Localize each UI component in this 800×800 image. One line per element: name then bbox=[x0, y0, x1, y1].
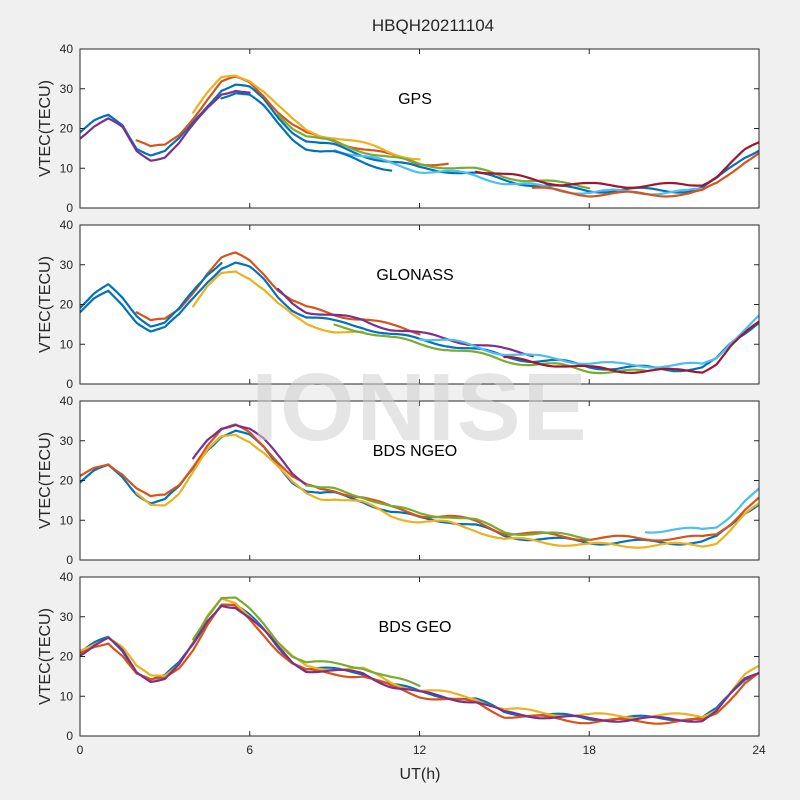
y-tick-label: 20 bbox=[60, 474, 74, 488]
series-line-2 bbox=[135, 251, 421, 336]
series-group bbox=[80, 74, 759, 198]
x-tick-label: 12 bbox=[413, 743, 427, 757]
y-tick-label: 0 bbox=[66, 729, 73, 743]
series-line-5 bbox=[192, 596, 421, 687]
y-tick-label: 30 bbox=[60, 258, 74, 272]
panels: 0 10 20 30 40 VTEC(TECU) GPS 0 10 20 30 40 VTEC(TECU… bbox=[37, 42, 766, 757]
panel-2: 0 10 20 30 40 VTEC(TECU) GLONASS bbox=[37, 218, 760, 391]
series-line-3 bbox=[192, 74, 421, 161]
x-tick-label: 24 bbox=[752, 743, 766, 757]
series-line-4 bbox=[276, 287, 534, 358]
y-axis-label: VTEC(TECU) bbox=[37, 256, 54, 353]
series-line-5 bbox=[305, 484, 591, 541]
y-tick-label: 20 bbox=[60, 122, 74, 136]
y-axis-label: VTEC(TECU) bbox=[37, 432, 54, 529]
y-tick-label: 40 bbox=[60, 570, 74, 584]
y-tick-label: 20 bbox=[60, 298, 74, 312]
y-tick-label: 30 bbox=[60, 82, 74, 96]
x-tick-label: 6 bbox=[246, 743, 253, 757]
panel-1: 0 10 20 30 40 VTEC(TECU) GPS bbox=[37, 42, 760, 215]
series-line-9 bbox=[531, 152, 759, 198]
series-line-2 bbox=[80, 603, 759, 725]
series-line-2 bbox=[80, 423, 759, 542]
plot-area bbox=[80, 401, 759, 560]
y-tick-label: 40 bbox=[60, 394, 74, 408]
x-tick-label: 0 bbox=[77, 743, 84, 757]
series-line-1 bbox=[80, 83, 759, 194]
y-axis-label: VTEC(TECU) bbox=[37, 608, 54, 705]
y-tick-label: 10 bbox=[60, 513, 74, 527]
y-tick-label: 30 bbox=[60, 610, 74, 624]
panel-3: 0 10 20 30 40 VTEC(TECU) BDS NGEO bbox=[37, 394, 760, 567]
y-tick-label: 40 bbox=[60, 218, 74, 232]
series-line-4 bbox=[80, 604, 759, 723]
panel-label: BDS GEO bbox=[379, 619, 452, 636]
y-tick-label: 10 bbox=[60, 337, 74, 351]
series-group bbox=[80, 251, 759, 375]
series-line-3 bbox=[192, 270, 364, 334]
plot-area bbox=[80, 49, 759, 208]
panel-label: BDS NGEO bbox=[373, 443, 457, 460]
series-line-8 bbox=[220, 92, 393, 172]
panel-label: GPS bbox=[398, 91, 432, 108]
y-tick-label: 20 bbox=[60, 650, 74, 664]
series-line-7 bbox=[475, 141, 759, 189]
series-line-4 bbox=[80, 89, 251, 162]
y-tick-label: 0 bbox=[66, 201, 73, 215]
series-line-6 bbox=[644, 487, 759, 534]
y-axis-label: VTEC(TECU) bbox=[37, 80, 54, 177]
y-tick-label: 0 bbox=[66, 553, 73, 567]
series-line-6 bbox=[418, 314, 759, 369]
panel-label: GLONASS bbox=[376, 267, 453, 284]
y-tick-label: 0 bbox=[66, 377, 73, 391]
plot-area bbox=[80, 577, 759, 736]
y-tick-label: 10 bbox=[60, 689, 74, 703]
series-line-3 bbox=[135, 433, 759, 549]
watermark: IONISE bbox=[251, 354, 588, 461]
y-tick-label: 30 bbox=[60, 434, 74, 448]
series-group bbox=[80, 596, 759, 725]
series-line-8 bbox=[80, 262, 223, 328]
panel-4: 0 10 20 30 40 0 6 12 18 24 VTEC(TECU) BDS GEO bbox=[37, 570, 766, 757]
series-line-4 bbox=[192, 423, 308, 486]
series-line-7 bbox=[503, 320, 759, 374]
x-axis-label: UT(h) bbox=[400, 766, 441, 783]
series-line-5 bbox=[333, 323, 647, 375]
series-group bbox=[80, 423, 759, 549]
y-tick-label: 40 bbox=[60, 42, 74, 56]
figure-title: HBQH20211104 bbox=[372, 16, 494, 35]
x-tick-label: 18 bbox=[583, 743, 597, 757]
y-tick-label: 10 bbox=[60, 161, 74, 175]
